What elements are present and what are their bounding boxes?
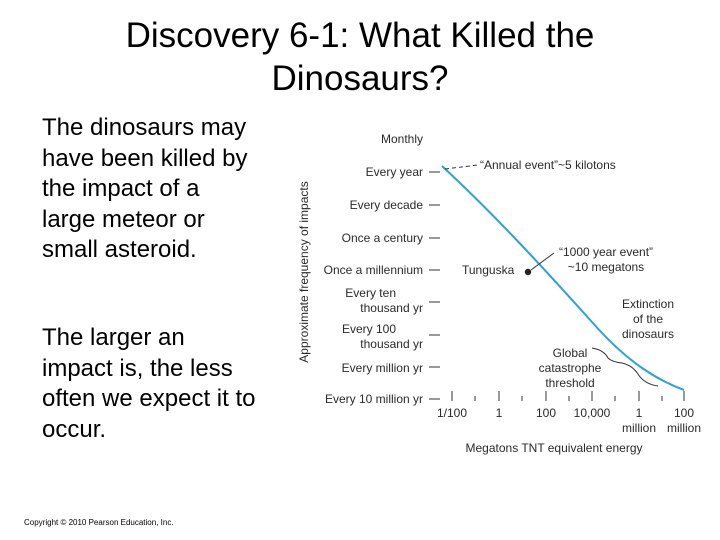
y-tick-label: Every ten [345,286,396,300]
x-tick-label: 1 [496,406,503,420]
annual-event-leader [444,164,479,170]
x-axis-label: Megatons TNT equivalent energy [466,441,643,455]
slide-title: Discovery 6-1: What Killed the Dinosaurs… [0,14,720,100]
y-tick-marks [429,171,440,400]
paragraph-impact-frequency: The larger an impact is, the less often … [42,324,256,443]
y-axis-label: Approximate frequency of impacts [297,181,311,362]
paragraph-impact-cause: The dinosaurs may have been killed by th… [42,114,248,263]
title-line-1: Discovery 6-1: What Killed the [125,16,595,55]
y-tick-label: Every decade [350,198,424,212]
impact-frequency-chart: Approximate frequency of impacts Monthly… [297,132,701,455]
x-tick-labels: 1/100 1 100 10,000 1 million 100 million [437,406,701,435]
y-tick-label: Every 100 [342,322,396,336]
y-tick-label: Monthly [381,132,423,146]
x-tick-label: 10,000 [574,406,611,420]
x-tick-marks [451,391,685,401]
catastrophe-annotation: catastrophe [539,361,602,375]
thousand-year-annotation: “1000 year event” [559,245,653,259]
catastrophe-annotation: Global [553,346,588,360]
x-tick-label: 1 [636,406,643,420]
y-tick-labels: Monthly Every year Every decade Once a c… [324,132,424,406]
y-tick-label: Every year [366,165,423,179]
extinction-annotation: of the [633,312,663,326]
catastrophe-threshold-bracket [591,347,659,387]
y-tick-label: Every 10 million yr [325,392,423,406]
copyright-notice: Copyright © 2010 Pearson Education, Inc. [24,518,174,527]
x-tick-label: 100 [536,406,556,420]
y-tick-label: Once a century [342,231,423,245]
x-tick-label: million [622,421,656,435]
y-tick-label: Once a millennium [324,263,423,277]
tunguska-point [524,268,532,276]
y-tick-label: thousand yr [360,301,423,315]
annual-event-annotation: “Annual event”~5 kilotons [480,158,616,172]
y-tick-label: Every million yr [342,361,423,375]
thousand-year-annotation: ~10 megatons [568,260,644,274]
impact-frequency-curve [441,165,685,391]
thousand-year-leader [530,252,555,271]
extinction-annotation: dinosaurs [622,327,674,341]
x-tick-label: 100 [674,406,694,420]
title-line-2: Dinosaurs? [271,59,449,98]
catastrophe-annotation: threshold [545,376,594,390]
x-tick-label: million [667,421,701,435]
tunguska-annotation: Tunguska [462,263,515,277]
x-tick-label: 1/100 [437,406,467,420]
y-tick-label: thousand yr [360,337,423,351]
extinction-annotation: Extinction [622,297,674,311]
